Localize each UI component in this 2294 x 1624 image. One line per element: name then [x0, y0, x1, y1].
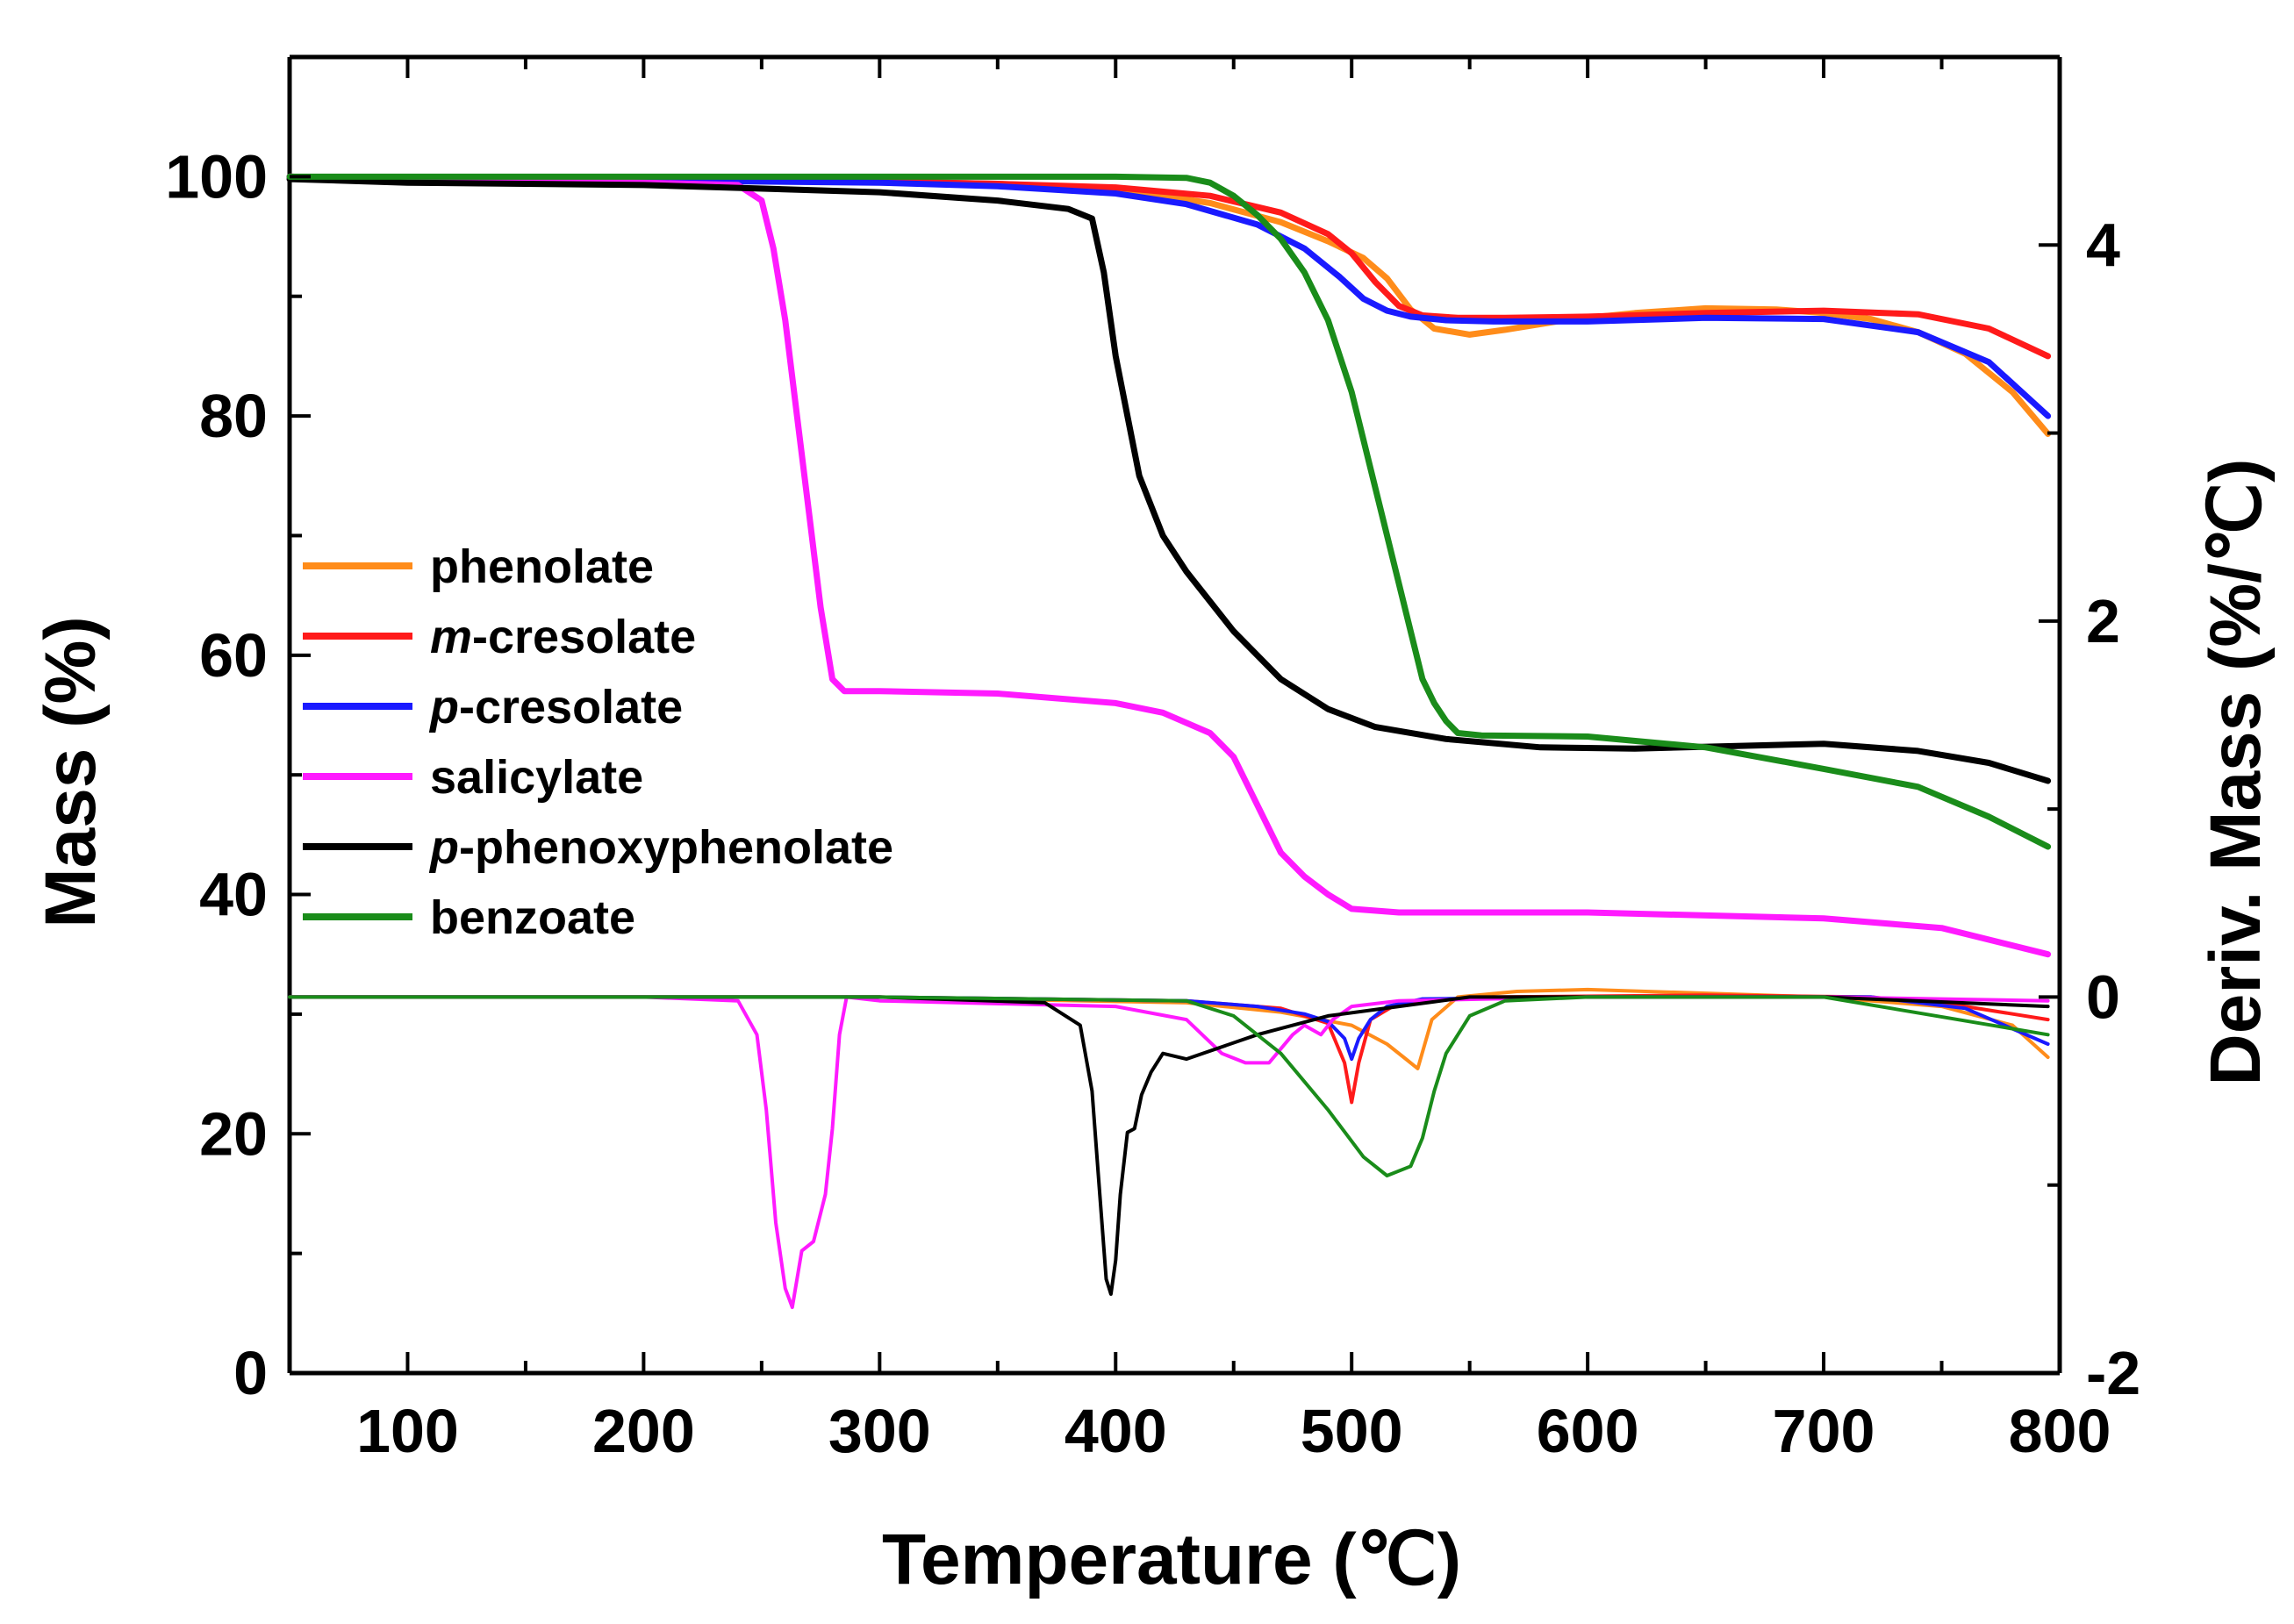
- derivative-curves: [288, 987, 2050, 1309]
- y-tick-label: 40: [199, 861, 268, 929]
- y2-tick-label: 2: [2086, 587, 2120, 655]
- deriv-curve-benzoate: [288, 995, 2050, 1177]
- deriv-curve-m-cresolate: [288, 993, 2050, 1105]
- y-tick-label: 20: [199, 1099, 268, 1168]
- y-tick-label: 60: [199, 621, 268, 690]
- y2-tick-label: 0: [2086, 962, 2120, 1031]
- y2-tick-label: 4: [2086, 211, 2120, 279]
- legend-label-text: -phenoxyphenolate: [459, 821, 893, 874]
- x-tick-label: 700: [1773, 1397, 1875, 1465]
- x-tick-label: 600: [1537, 1397, 1639, 1465]
- mass-curve-benzoate: [286, 173, 2052, 850]
- x-axis-title: Temperature (℃): [882, 1520, 1461, 1599]
- legend-label-prefix: p: [428, 821, 459, 874]
- deriv-curve-salicylate: [288, 995, 2050, 1309]
- legend-label-text: benzoate: [430, 891, 635, 944]
- mass-curve-p-cresolate: [286, 173, 2052, 419]
- x-tick-label: 100: [356, 1397, 459, 1465]
- mass-curve-p-phenoxyphenolate: [286, 175, 2052, 784]
- legend-label-phenolate: phenolate: [430, 540, 654, 593]
- legend-label-text: -cresolate: [459, 681, 683, 733]
- mass-curves: [286, 173, 2052, 958]
- legend-label-text: phenolate: [430, 540, 654, 593]
- x-tick-label: 300: [828, 1397, 931, 1465]
- mass-curve-salicylate: [286, 173, 2052, 958]
- y2-tick-label: -2: [2086, 1339, 2140, 1407]
- legend-label-prefix: m: [430, 611, 472, 663]
- legend-label-prefix: p: [428, 681, 459, 733]
- legend: phenolatem-cresolatep-cresolatesalicylat…: [303, 540, 893, 944]
- y-tick-label: 100: [165, 142, 268, 211]
- x-tick-label: 800: [2009, 1397, 2111, 1465]
- y2-axis-title: Deriv. Mass (%/℃): [2196, 459, 2276, 1086]
- x-tick-label: 400: [1065, 1397, 1167, 1465]
- legend-label-text: -cresolate: [472, 611, 696, 663]
- legend-label-benzoate: benzoate: [430, 891, 635, 944]
- deriv-curve-p-cresolate: [288, 995, 2050, 1062]
- legend-label-p-cresolate: p-cresolate: [428, 681, 683, 733]
- legend-label-m-cresolate: m-cresolate: [430, 611, 696, 663]
- legend-label-p-phenoxyphenolate: p-phenoxyphenolate: [428, 821, 893, 874]
- x-tick-label: 500: [1301, 1397, 1403, 1465]
- y-tick-label: 80: [199, 382, 268, 450]
- y-axis-title: Mass (%): [31, 616, 111, 927]
- x-tick-label: 200: [592, 1397, 695, 1465]
- mass-curve-phenolate: [286, 173, 2052, 437]
- axis-ticks: 100 200 300 400 500 600 700 800 0 20 40 60 80 100 -2 0 2…: [165, 55, 2140, 1465]
- deriv-curve-p-phenoxyphenolate: [288, 995, 2050, 1296]
- legend-label-salicylate: salicylate: [430, 751, 643, 804]
- y-tick-label: 0: [233, 1339, 268, 1407]
- plot-frame: [287, 54, 2062, 1376]
- legend-label-text: salicylate: [430, 751, 643, 804]
